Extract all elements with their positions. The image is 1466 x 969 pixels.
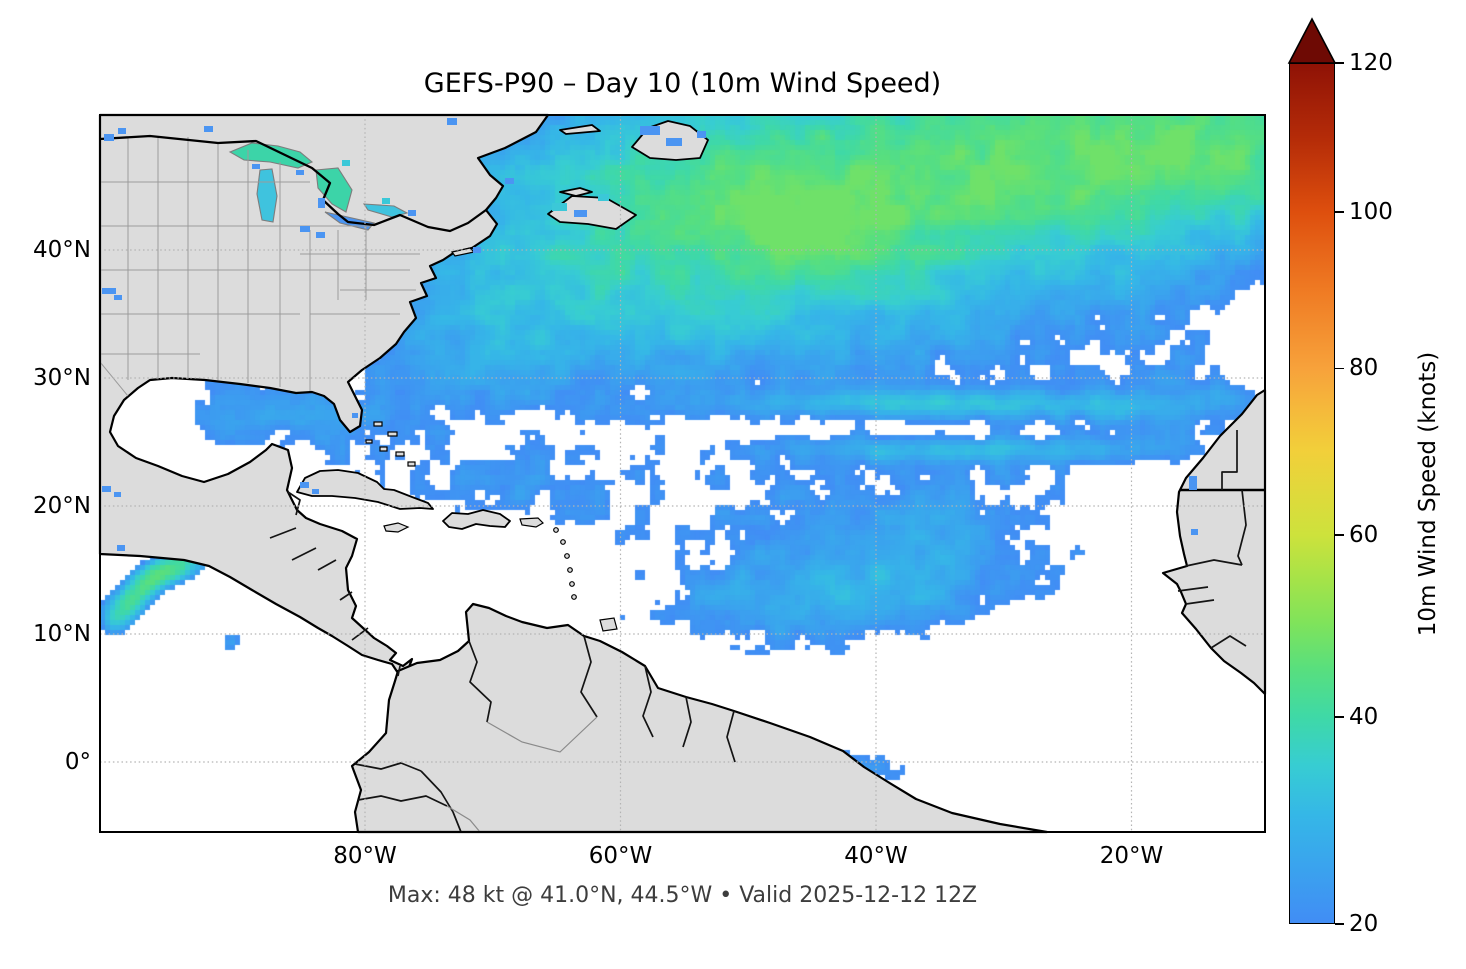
- chart-title: GEFS-P90 – Day 10 (10m Wind Speed): [423, 68, 942, 99]
- colorbar-tick: [1335, 923, 1344, 925]
- colorbar-tick-label: 100: [1349, 198, 1393, 225]
- colorbar-tick-label: 120: [1349, 50, 1393, 76]
- colorbar-tick: [1335, 211, 1344, 213]
- lat-tick-label: 20°N: [33, 493, 91, 519]
- lat-tick-label: 30°N: [33, 365, 91, 391]
- colorbar-tick: [1335, 62, 1344, 64]
- colorbar-tick-label: 20: [1349, 911, 1379, 937]
- lon-tick-label: 80°W: [333, 843, 397, 869]
- colorbar-tick: [1335, 534, 1344, 537]
- colorbar-axis-label: 10m Wind Speed (knots): [1415, 351, 1441, 637]
- colorbar-extend-arrow: [1287, 17, 1337, 64]
- colorbar-tick: [1335, 716, 1344, 718]
- colorbar-tick-label: 60: [1349, 522, 1379, 549]
- colorbar-gradient: [1289, 63, 1335, 924]
- colorbar-tick-label: 80: [1349, 355, 1379, 382]
- lon-tick-label: 60°W: [588, 843, 653, 869]
- lat-tick-label: 0°: [64, 749, 91, 775]
- wind-field-canvas: [100, 115, 1265, 832]
- figure-caption: Max: 48 kt @ 41.0°N, 44.5°W • Valid 2025…: [387, 883, 978, 908]
- lon-tick-label: 40°W: [844, 843, 908, 869]
- lon-tick-label: 20°W: [1099, 843, 1164, 869]
- colorbar-tick-label: 40: [1349, 703, 1379, 730]
- lat-tick-label: 40°N: [33, 237, 91, 263]
- lat-tick-label: 10°N: [33, 621, 91, 647]
- colorbar-tick: [1335, 367, 1344, 370]
